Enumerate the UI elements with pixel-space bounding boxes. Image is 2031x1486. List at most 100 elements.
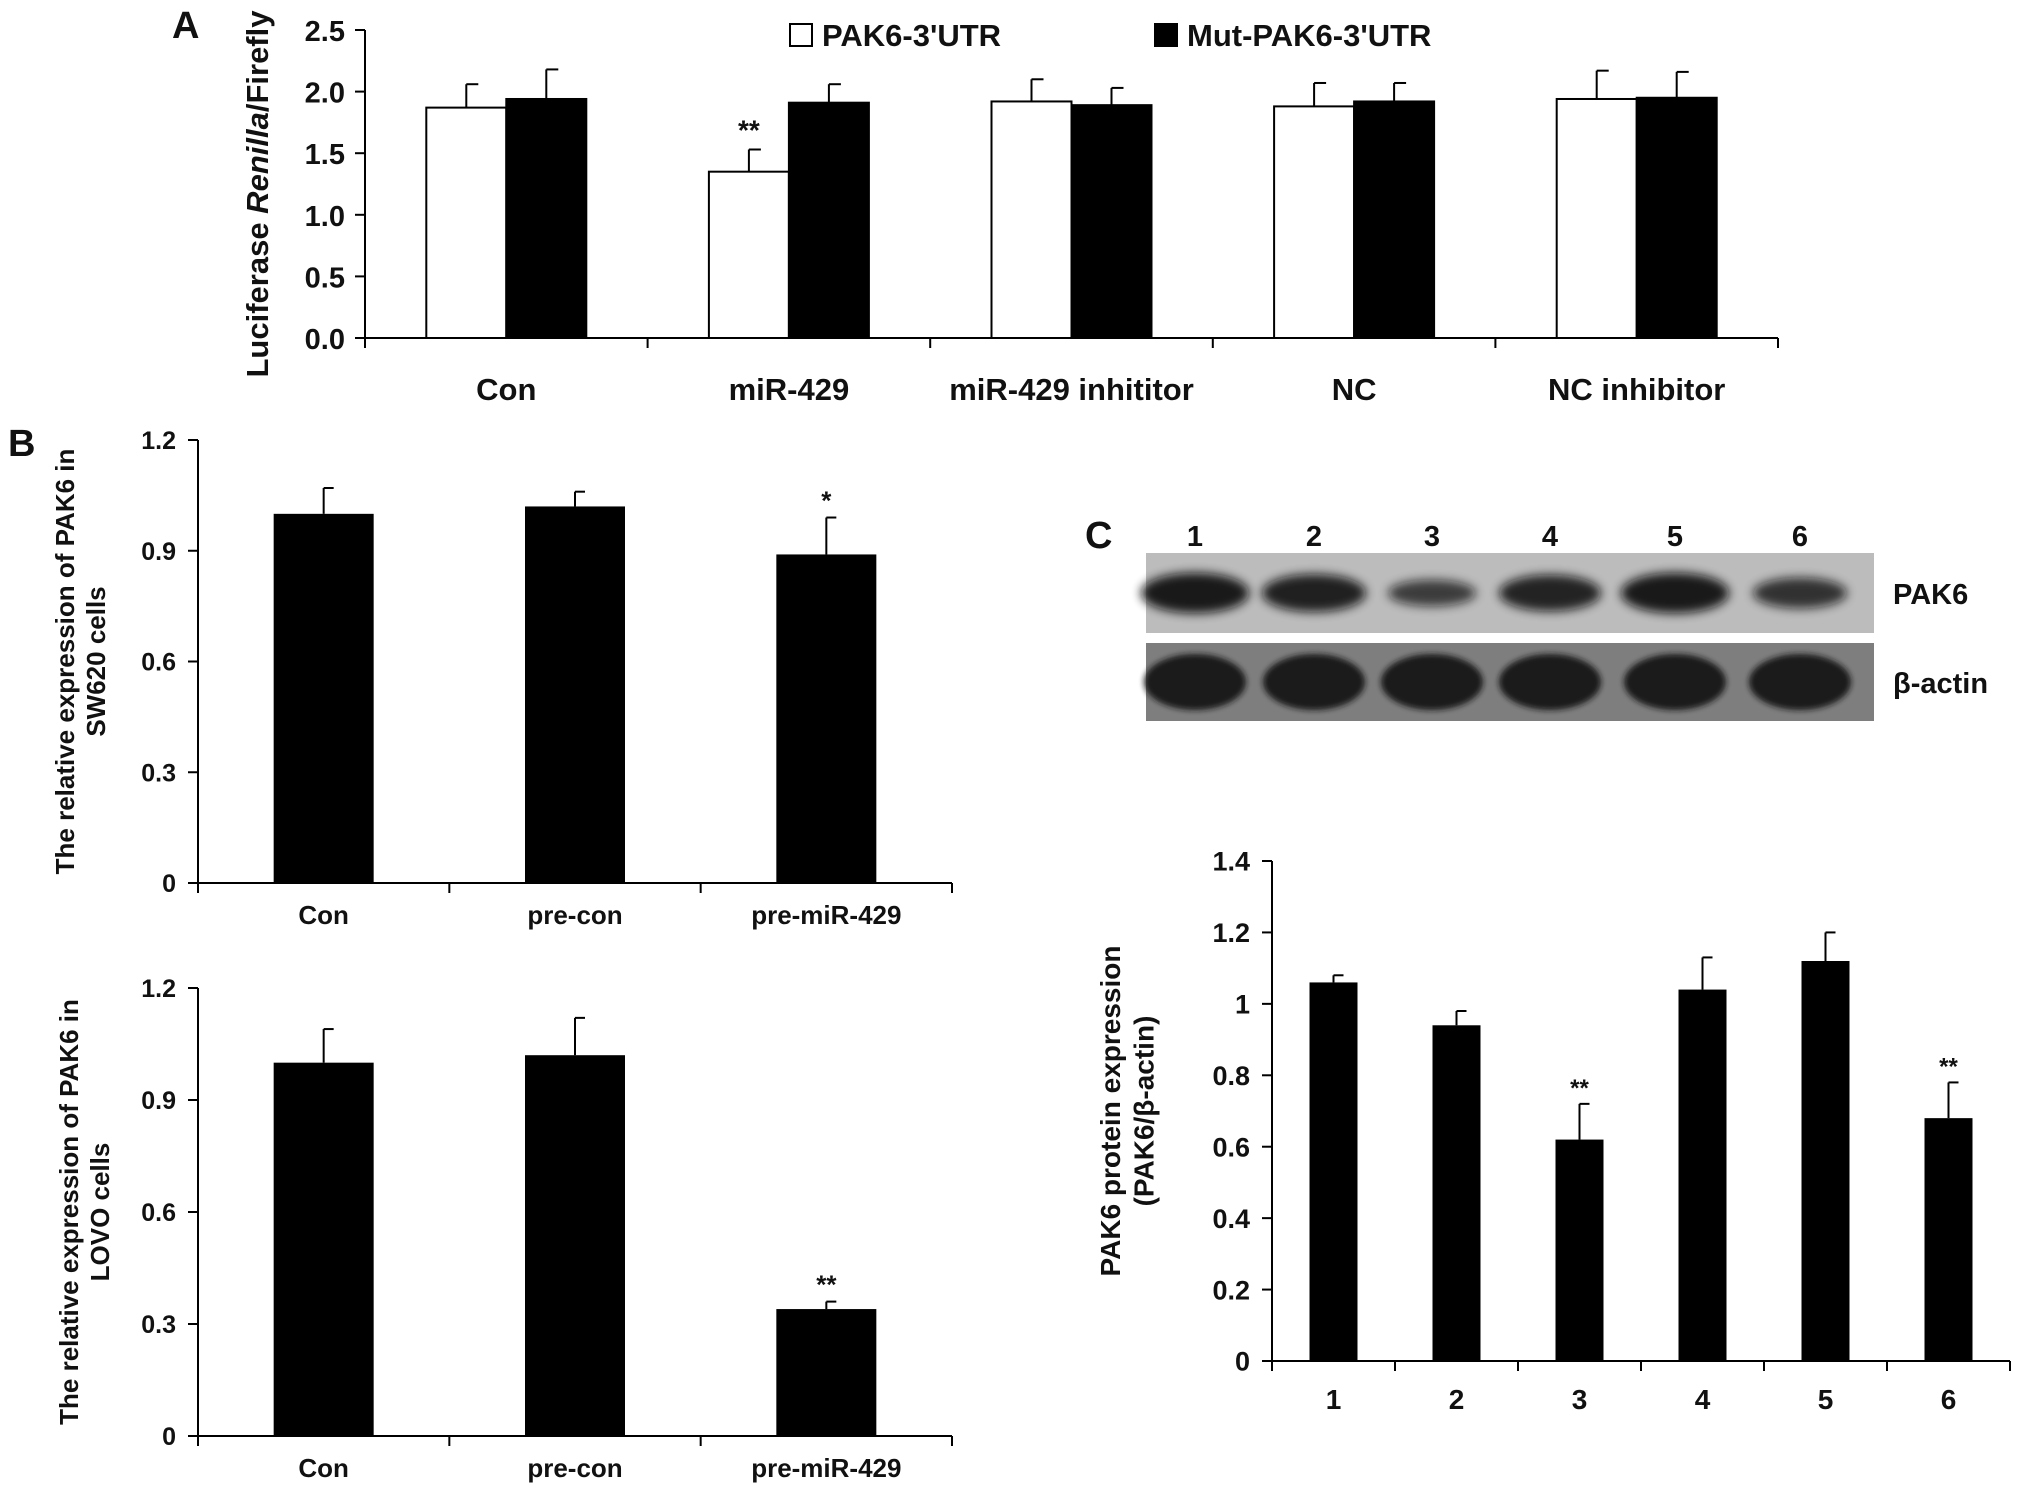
blot-band xyxy=(1749,654,1851,710)
y-tick-label: 0 xyxy=(1235,1347,1250,1377)
x-tick-label: NC inhibitor xyxy=(1548,372,1725,407)
y-axis-label: The relative expression of PAK6 in xyxy=(54,999,84,1425)
bar-mut-pak6-3utr xyxy=(1353,100,1436,340)
blot-row-label: β-actin xyxy=(1893,668,1988,700)
y-axis-label: PAK6 protein expression xyxy=(1095,946,1126,1277)
y-tick-label: 0.9 xyxy=(141,538,176,566)
y-tick-label: 0 xyxy=(162,870,176,898)
blot-band xyxy=(1499,574,1601,612)
y-axis-label: SW620 cells xyxy=(81,586,111,736)
significance-label: * xyxy=(821,486,832,516)
bar-mut-pak6-3utr xyxy=(1070,104,1153,340)
blot-row-beta-actin xyxy=(1144,643,1874,721)
chart-a: 0.0 0.5 1.0 1.5 2.0 2.5 Con miR-429 miR-429 inhi… xyxy=(240,10,1779,407)
x-tick-label: miR-429 xyxy=(729,372,850,407)
panel-letter-b: B xyxy=(8,423,35,465)
y-tick-label: 0.3 xyxy=(141,1311,176,1339)
blot-lane-label: 3 xyxy=(1424,521,1440,553)
y-axis-label: LOVO cells xyxy=(85,1143,115,1282)
y-tick-label: 0.6 xyxy=(141,649,176,677)
chart-b-lovo: 0 0.3 0.6 0.9 1.2 Con pre-con ** pre-miR-429 The … xyxy=(54,975,953,1483)
chart-c: 0 0.2 0.4 0.6 0.8 1 1.2 1.4 1 2 ** 3 4 5 ** 6 PAK6 prote… xyxy=(1095,847,2011,1415)
legend: PAK6-3'UTR Mut-PAK6-3'UTR xyxy=(789,18,1431,53)
y-axis-label: The relative expression of PAK6 in xyxy=(50,449,80,875)
x-tick-label: 4 xyxy=(1695,1384,1711,1415)
significance-label: ** xyxy=(816,1270,837,1300)
legend-item: PAK6-3'UTR xyxy=(789,18,1001,53)
x-tick-label: NC xyxy=(1332,372,1377,407)
x-tick-label: 2 xyxy=(1449,1384,1465,1415)
blot-band xyxy=(1753,577,1847,609)
y-tick-label: 2.0 xyxy=(305,78,345,110)
bar xyxy=(1801,961,1850,1361)
bar-pak6-3utr xyxy=(1273,105,1356,339)
y-axis-label-part: Renilla xyxy=(240,112,275,214)
y-tick-label: 0.0 xyxy=(305,324,345,356)
x-tick-label: miR-429 inhititor xyxy=(949,372,1194,407)
bar-pak6-3utr xyxy=(990,100,1073,340)
bar xyxy=(273,1062,374,1436)
blot-lane-label: 2 xyxy=(1306,521,1322,553)
bar xyxy=(1309,982,1358,1361)
x-tick-label: 3 xyxy=(1572,1384,1588,1415)
bar-mut-pak6-3utr xyxy=(1635,96,1718,340)
legend-label: Mut-PAK6-3'UTR xyxy=(1187,18,1431,53)
y-tick-label: 0.6 xyxy=(1212,1132,1250,1162)
x-tick-label: pre-con xyxy=(527,900,622,930)
bar xyxy=(273,513,374,883)
y-tick-label: 1 xyxy=(1235,990,1250,1020)
x-tick-label: pre-miR-429 xyxy=(751,1453,901,1483)
y-tick-label: 1.5 xyxy=(305,139,345,171)
bar-pak6-3utr xyxy=(425,106,508,339)
western-blot: PAK6 β-actin 1 2 3 4 5 6 xyxy=(1141,521,1988,721)
blot-band xyxy=(1144,654,1246,710)
y-tick-label: 0.2 xyxy=(1212,1275,1250,1305)
legend-swatch xyxy=(789,23,813,47)
blot-band xyxy=(1499,654,1601,710)
legend-swatch xyxy=(1154,23,1178,47)
bar-pak6-3utr xyxy=(1555,97,1638,339)
y-tick-label: 0.4 xyxy=(1212,1204,1250,1234)
blot-row-label: PAK6 xyxy=(1893,579,1968,611)
significance-label: ** xyxy=(1939,1053,1958,1080)
bar xyxy=(525,506,625,883)
blot-band xyxy=(1624,654,1726,710)
y-tick-label: 1.2 xyxy=(141,975,176,1003)
x-tick-label: 1 xyxy=(1326,1384,1342,1415)
x-tick-label: 6 xyxy=(1941,1384,1957,1415)
y-tick-label: 1.2 xyxy=(1212,918,1250,948)
bar xyxy=(1924,1118,1973,1361)
blot-lane-label: 6 xyxy=(1792,521,1808,553)
y-tick-label: 1.0 xyxy=(305,201,345,233)
x-tick-label: Con xyxy=(476,372,536,407)
blot-lane-label: 5 xyxy=(1667,521,1683,553)
bar-pak6-3utr xyxy=(707,170,790,339)
y-axis-label-part: Luciferase xyxy=(240,214,275,378)
blot-lane-label: 4 xyxy=(1542,521,1558,553)
bar xyxy=(776,554,877,883)
y-axis-label: Luciferase Renilla/Firefly xyxy=(240,10,275,378)
significance-label: ** xyxy=(738,115,760,146)
blot-band xyxy=(1141,572,1249,614)
bar xyxy=(776,1309,877,1436)
x-tick-label: Con xyxy=(298,900,349,930)
blot-band xyxy=(1388,579,1476,607)
y-axis-label-part: /Firefly xyxy=(240,10,275,112)
legend-item: Mut-PAK6-3'UTR xyxy=(1154,18,1431,53)
bar-mut-pak6-3utr xyxy=(505,97,588,339)
y-tick-label: 0.8 xyxy=(1212,1061,1250,1091)
blot-band xyxy=(1263,654,1365,710)
bar xyxy=(1555,1139,1604,1361)
blot-band xyxy=(1381,654,1483,710)
y-tick-label: 0 xyxy=(162,1423,176,1451)
panel-letter-c: C xyxy=(1085,515,1112,557)
significance-label: ** xyxy=(1570,1075,1589,1102)
y-tick-label: 0.3 xyxy=(141,759,176,787)
legend-label: PAK6-3'UTR xyxy=(822,18,1001,53)
x-tick-label: 5 xyxy=(1818,1384,1834,1415)
x-tick-label: pre-miR-429 xyxy=(751,900,901,930)
panel-letter-a: A xyxy=(172,5,199,47)
blot-band xyxy=(1262,574,1366,612)
y-tick-label: 2.5 xyxy=(305,16,345,48)
